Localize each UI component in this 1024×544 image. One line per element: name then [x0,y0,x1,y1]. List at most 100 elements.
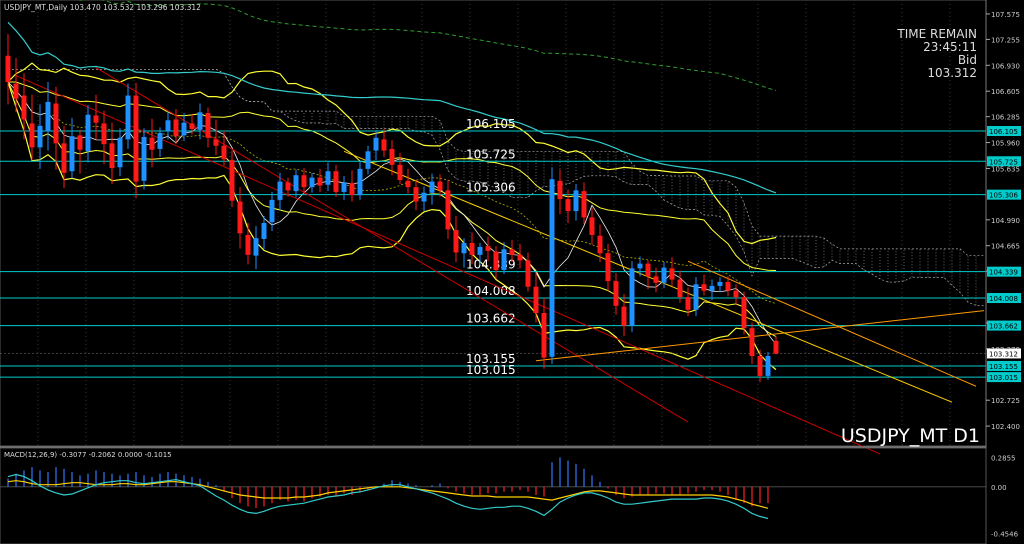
candle [373,131,379,161]
candle [237,187,243,249]
candle-body [13,83,19,99]
price-tick-label: 106.285 [991,114,1020,122]
candle [501,242,507,274]
candle-body [421,192,427,202]
candle [325,162,331,192]
candle [37,104,43,169]
candle-body [685,297,691,310]
candle [341,176,347,200]
candle [645,260,651,290]
candle [677,270,683,303]
candle [605,243,611,291]
candle [749,322,755,364]
hline-price-tag-text: 105.306 [989,192,1018,200]
candle-body [485,246,491,251]
candle-body [581,191,587,218]
candle [485,236,491,262]
candle-body [741,297,747,329]
candle [709,279,715,301]
candle [421,186,427,212]
candle [653,267,659,293]
candle-body [325,171,331,185]
hline-price-tag-text: 104.339 [989,269,1018,277]
candle-body [173,119,179,137]
price-tick-label: 106.605 [991,88,1020,96]
price-tick-label: 104.990 [991,217,1020,225]
hline-price-tag [987,156,1021,167]
candle [741,291,747,335]
candle-body [493,251,499,270]
candle [669,257,675,286]
candle-body [669,268,675,280]
candle [245,223,251,265]
candle [541,297,547,369]
candle-body [261,223,267,239]
current-price-tag [987,348,1021,359]
candle [557,169,563,215]
candle [549,167,555,364]
candle-body [381,139,387,151]
price-tick-label: 105.960 [991,140,1020,148]
candle-body [237,201,243,234]
candle [429,173,435,205]
candle-body [533,286,539,313]
hline-price-tag-text: 103.155 [989,363,1018,371]
candle-body [517,254,523,261]
bid-value: 103.312 [927,66,977,80]
candle-body [93,115,99,123]
candle-body [53,103,59,144]
candle [469,232,475,265]
candle-body [125,95,131,140]
candle [261,215,267,250]
hline-label: 104.008 [466,284,516,298]
trendline-orange [535,310,985,362]
bid-label: Bid [958,53,977,67]
candle [365,145,371,175]
candle-body [709,285,715,291]
candle [173,109,179,145]
bollinger-upper-2 [7,62,777,245]
candle-body [293,175,299,192]
candle-body [21,95,27,120]
ichimoku-cloud [8,68,985,307]
macd-lines [7,473,769,520]
candle-body [469,242,475,255]
candle [133,82,139,199]
macd-axis-ticks: 0.2855 0.00 -0.4546 [991,455,1019,539]
candle-body [37,125,43,148]
hline-price-tag [987,126,1021,137]
candle [333,164,339,197]
candle [533,272,539,323]
candle-body [85,114,91,152]
candle [573,183,579,221]
candle-body [285,182,291,191]
candle-body [301,175,307,188]
candle-body [413,187,419,202]
hline-label: 103.155 [466,352,516,366]
candle [317,168,323,192]
trendline-red-upper [95,67,689,423]
candle [629,261,635,333]
candle [29,94,35,161]
hline-price-tag-text: 103.015 [989,374,1018,382]
candle [85,105,91,163]
candle-body [629,268,635,326]
hline-price-tag-text: 104.008 [989,295,1018,303]
candle [93,94,99,140]
candle-body [437,181,443,191]
candle [213,119,219,156]
candle-body [701,284,707,291]
candle-body [389,148,395,165]
candle [157,127,163,157]
candle-body [733,290,739,298]
candle-body [117,137,123,168]
candle [253,226,259,270]
candle-body [621,306,627,326]
candle [509,239,515,263]
candle [381,129,387,157]
candle-body [245,234,251,255]
macd-tick-label: -0.4546 [991,530,1019,538]
price-tick-label: 107.575 [991,11,1020,19]
macd-tick-label: 0.2855 [991,455,1016,463]
candle-body [461,242,467,254]
